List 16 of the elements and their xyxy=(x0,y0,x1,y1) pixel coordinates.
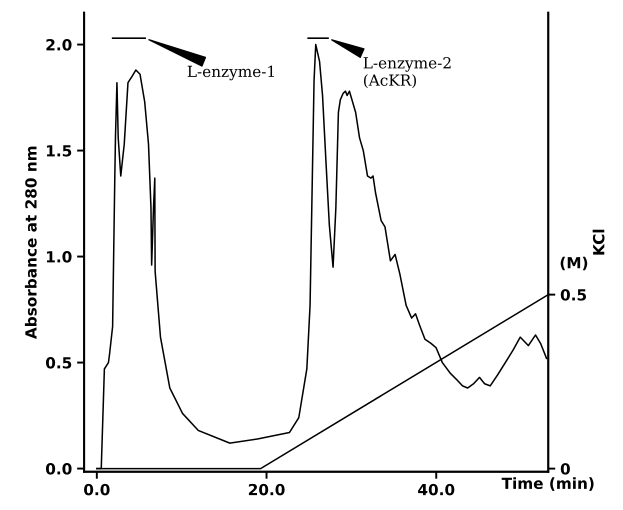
y-tick-label: 0.0 xyxy=(46,463,72,475)
annotation: L-enzyme-2 (AcKR) xyxy=(364,57,451,88)
y2-tick-label: 0.5 xyxy=(560,289,586,301)
y2-axis-title: KCl xyxy=(592,230,604,255)
text: (M) xyxy=(560,256,588,270)
annotation: L-enzyme-1 xyxy=(188,66,274,80)
x-tick-label: 20.0 xyxy=(248,484,285,496)
y-tick-label: 1.5 xyxy=(46,145,72,157)
x-tick-label: 40.0 xyxy=(418,484,454,496)
y2-tick-label: 0 xyxy=(560,463,570,475)
y-tick-label: 1.0 xyxy=(46,251,72,263)
x-axis-title: Time (min) xyxy=(502,477,594,491)
x-tick-label: 0.0 xyxy=(84,484,110,496)
y-tick-label: 0.5 xyxy=(46,357,72,369)
y-tick-label: 2.0 xyxy=(46,39,72,51)
y-axis-title: Absorbance at 280 nm xyxy=(24,146,37,340)
